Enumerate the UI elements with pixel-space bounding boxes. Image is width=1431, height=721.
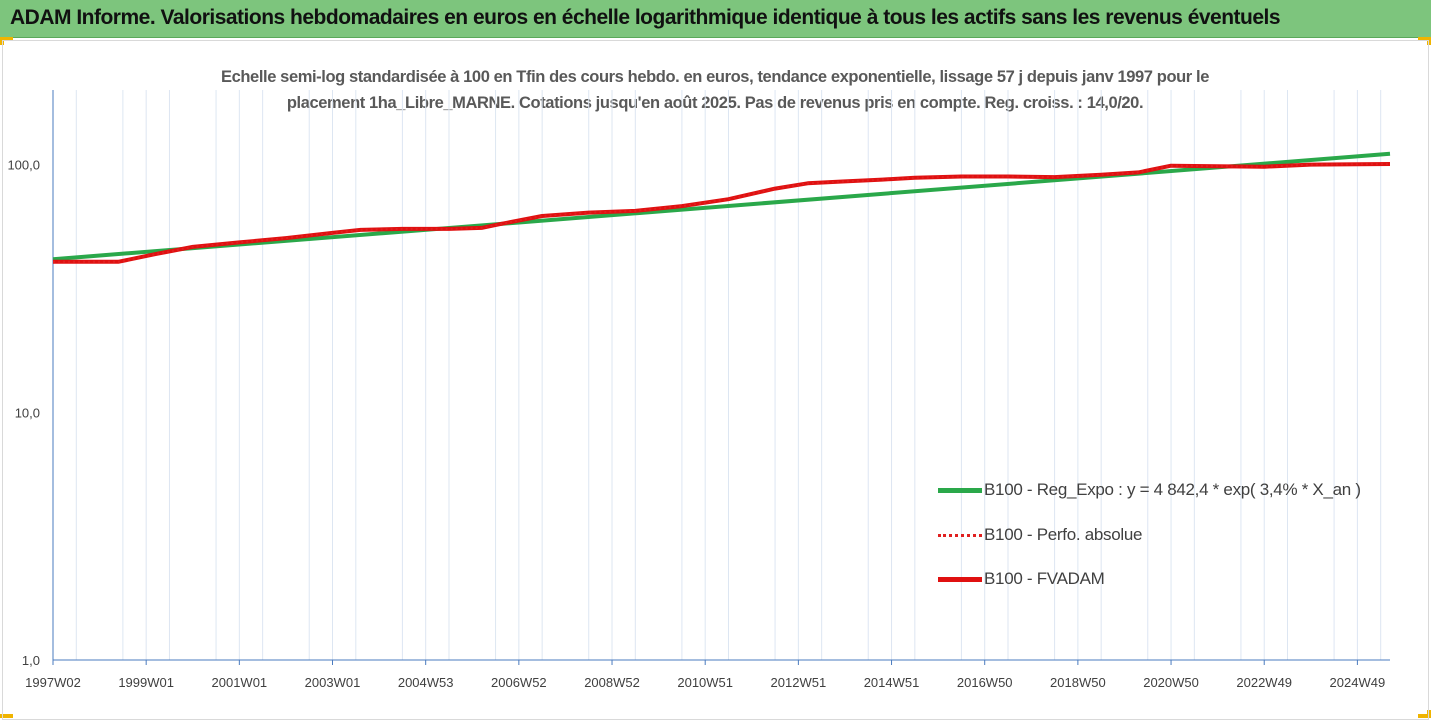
corner-mark-top-right-v bbox=[1427, 37, 1431, 45]
series-lines bbox=[52, 151, 1391, 264]
x-tick-label: 2008W52 bbox=[584, 675, 640, 690]
x-tick-label: 2012W51 bbox=[771, 675, 827, 690]
x-tick-label: 2004W53 bbox=[398, 675, 454, 690]
chart-subtitle-line1: Echelle semi-log standardisée à 100 en T… bbox=[221, 68, 1209, 86]
legend-item-regression: B100 - Reg_Expo : y = 4 842,4 * exp( 3,4… bbox=[938, 478, 1398, 506]
x-tick-label: 2016W50 bbox=[957, 675, 1013, 690]
legend-item-fvadam: B100 - FVADAM bbox=[938, 567, 1398, 595]
x-tick-label: 2014W51 bbox=[864, 675, 920, 690]
x-tick-label: 2018W50 bbox=[1050, 675, 1106, 690]
legend-swatch-fvadam bbox=[938, 577, 982, 582]
series-line-regression bbox=[52, 151, 1391, 262]
x-tick-label: 2024W49 bbox=[1330, 675, 1386, 690]
corner-mark-top-left bbox=[0, 37, 13, 41]
x-tick-label: 2020W50 bbox=[1143, 675, 1199, 690]
x-tick-labels: 1997W02 1999W01 2001W01 2003W01 2004W53 2006W… bbox=[25, 675, 1385, 690]
grid-lines bbox=[75, 90, 1382, 660]
corner-mark-top-right bbox=[1418, 37, 1431, 41]
x-tick-label: 1999W01 bbox=[118, 675, 174, 690]
series-line-perf bbox=[53, 163, 1391, 263]
series-line-fvadam bbox=[53, 162, 1391, 264]
chart-subtitle: Echelle semi-log standardisée à 100 en T… bbox=[160, 64, 1270, 116]
x-tick-label: 2006W52 bbox=[491, 675, 547, 690]
y-tick-labels: 1,0 10,0 100,0 bbox=[7, 158, 40, 668]
x-tick-label: 2001W01 bbox=[212, 675, 268, 690]
legend-label-perf: B100 - Perfo. absolue bbox=[984, 525, 1143, 544]
header-title: ADAM Informe. Valorisations hebdomadaire… bbox=[10, 6, 1281, 29]
legend-label-regression: B100 - Reg_Expo : y = 4 842,4 * exp( 3,4… bbox=[984, 480, 1361, 499]
legend-label-fvadam: B100 - FVADAM bbox=[984, 569, 1105, 588]
axes bbox=[52, 90, 1390, 665]
corner-mark-bottom-left bbox=[0, 714, 13, 718]
x-tick-label: 2022W49 bbox=[1236, 675, 1292, 690]
chart-subtitle-line2: placement 1ha_Libre_MARNE. Cotations jus… bbox=[286, 94, 1144, 112]
corner-mark-bottom-right bbox=[1418, 714, 1431, 718]
x-tick-label: 1997W02 bbox=[25, 675, 81, 690]
y-tick-label: 1,0 bbox=[22, 653, 40, 668]
legend-swatch-perf bbox=[938, 534, 982, 537]
legend-swatch-regression bbox=[938, 488, 982, 493]
header-bar: ADAM Informe. Valorisations hebdomadaire… bbox=[0, 0, 1431, 38]
y-tick-label: 10,0 bbox=[15, 405, 40, 420]
x-tick-label: 2003W01 bbox=[305, 675, 361, 690]
legend-item-perf: B100 - Perfo. absolue bbox=[938, 523, 1398, 551]
y-tick-label: 100,0 bbox=[7, 158, 40, 173]
chart-frame bbox=[2, 40, 1429, 720]
corner-mark-bottom-right-v bbox=[1427, 710, 1431, 718]
x-tick-label: 2010W51 bbox=[677, 675, 733, 690]
